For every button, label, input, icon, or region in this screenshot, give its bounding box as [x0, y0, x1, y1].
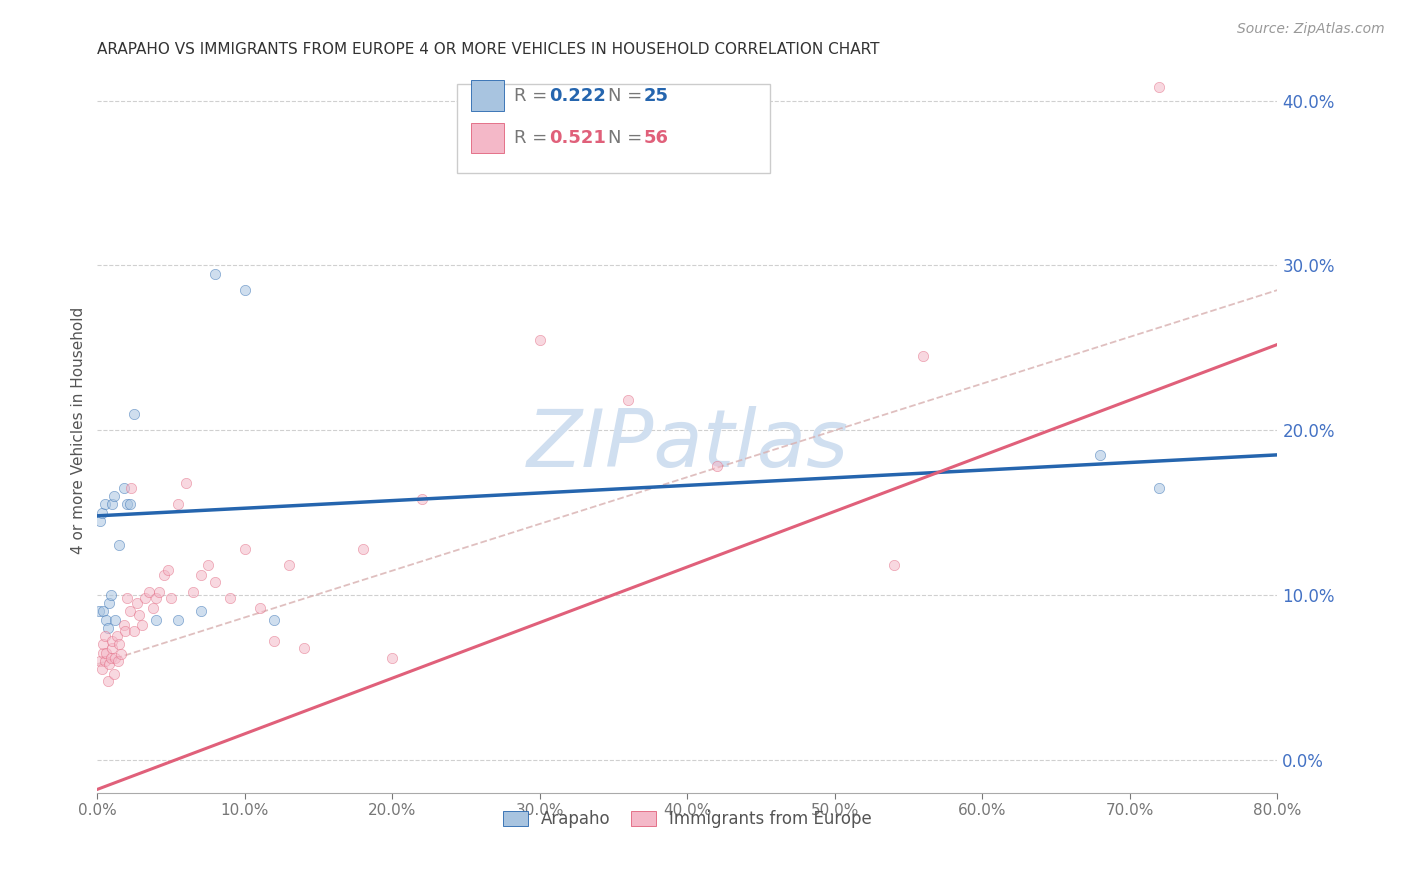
Text: N =: N = [609, 129, 648, 147]
Point [174, 475, 197, 490]
Point [128, 607, 150, 622]
Point [148, 584, 170, 599]
Point [152, 568, 174, 582]
Point [90, 662, 112, 676]
Point [122, 407, 145, 421]
Point [1090, 448, 1112, 462]
Point [108, 637, 131, 651]
Text: R =: R = [515, 129, 553, 147]
Point [118, 604, 141, 618]
Point [98, 596, 121, 610]
Point [181, 584, 204, 599]
Point [249, 601, 271, 615]
Point [105, 629, 128, 643]
Point [104, 650, 127, 665]
Text: 25: 25 [644, 87, 669, 104]
Point [115, 497, 138, 511]
Point [197, 558, 219, 573]
Point [93, 654, 115, 668]
Point [118, 497, 141, 511]
Point [131, 617, 153, 632]
Point [97, 673, 120, 688]
Text: 0.521: 0.521 [550, 129, 606, 147]
Point [883, 558, 905, 573]
Point [100, 650, 122, 665]
Point [145, 591, 167, 606]
FancyBboxPatch shape [457, 85, 770, 173]
Text: N =: N = [609, 87, 648, 104]
Point [103, 667, 125, 681]
Point [108, 539, 131, 553]
Point [190, 568, 212, 582]
Point [912, 349, 935, 363]
Point [93, 497, 115, 511]
Point [204, 267, 226, 281]
Text: ARAPAHO VS IMMIGRANTS FROM EUROPE 4 OR MORE VEHICLES IN HOUSEHOLD CORRELATION CH: ARAPAHO VS IMMIGRANTS FROM EUROPE 4 OR M… [97, 42, 880, 57]
Point [103, 489, 125, 503]
Point [167, 613, 190, 627]
Point [91, 604, 114, 618]
Point [1149, 481, 1171, 495]
Point [127, 596, 149, 610]
Text: R =: R = [515, 87, 553, 104]
Point [96, 613, 118, 627]
Point [278, 558, 301, 573]
Text: 0.222: 0.222 [550, 87, 606, 104]
Point [706, 459, 728, 474]
Text: Source: ZipAtlas.com: Source: ZipAtlas.com [1237, 22, 1385, 37]
Point [115, 591, 138, 606]
Point [114, 624, 136, 639]
Point [112, 481, 135, 495]
Legend: Arapaho, Immigrants from Europe: Arapaho, Immigrants from Europe [496, 804, 879, 835]
Point [101, 640, 124, 655]
FancyBboxPatch shape [471, 80, 505, 111]
Point [110, 647, 132, 661]
Point [142, 601, 165, 615]
Point [87, 604, 110, 618]
Point [100, 588, 122, 602]
Point [411, 492, 433, 507]
Point [263, 634, 285, 648]
Point [381, 650, 404, 665]
Point [157, 563, 180, 577]
Point [120, 481, 142, 495]
Text: 56: 56 [644, 129, 669, 147]
Point [160, 591, 183, 606]
Point [96, 646, 118, 660]
Point [93, 629, 115, 643]
Point [204, 574, 226, 589]
Text: ZIPatlas: ZIPatlas [526, 406, 848, 483]
Point [219, 591, 242, 606]
Point [112, 617, 135, 632]
Point [1149, 80, 1171, 95]
Point [91, 646, 114, 660]
Point [91, 637, 114, 651]
Point [107, 654, 129, 668]
Point [617, 393, 640, 408]
Point [97, 621, 120, 635]
Point [104, 613, 127, 627]
Point [233, 283, 256, 297]
Point [89, 654, 111, 668]
Point [352, 541, 374, 556]
Point [145, 613, 167, 627]
Point [167, 497, 190, 511]
Point [292, 640, 315, 655]
Point [101, 634, 124, 648]
FancyBboxPatch shape [471, 123, 505, 153]
Point [101, 497, 124, 511]
Y-axis label: 4 or more Vehicles in Household: 4 or more Vehicles in Household [72, 307, 86, 554]
Point [529, 333, 551, 347]
Point [90, 506, 112, 520]
Point [263, 613, 285, 627]
Point [122, 624, 145, 639]
Point [134, 591, 156, 606]
Point [98, 657, 121, 672]
Point [138, 584, 160, 599]
Point [190, 604, 212, 618]
Point [89, 514, 111, 528]
Point [233, 541, 256, 556]
